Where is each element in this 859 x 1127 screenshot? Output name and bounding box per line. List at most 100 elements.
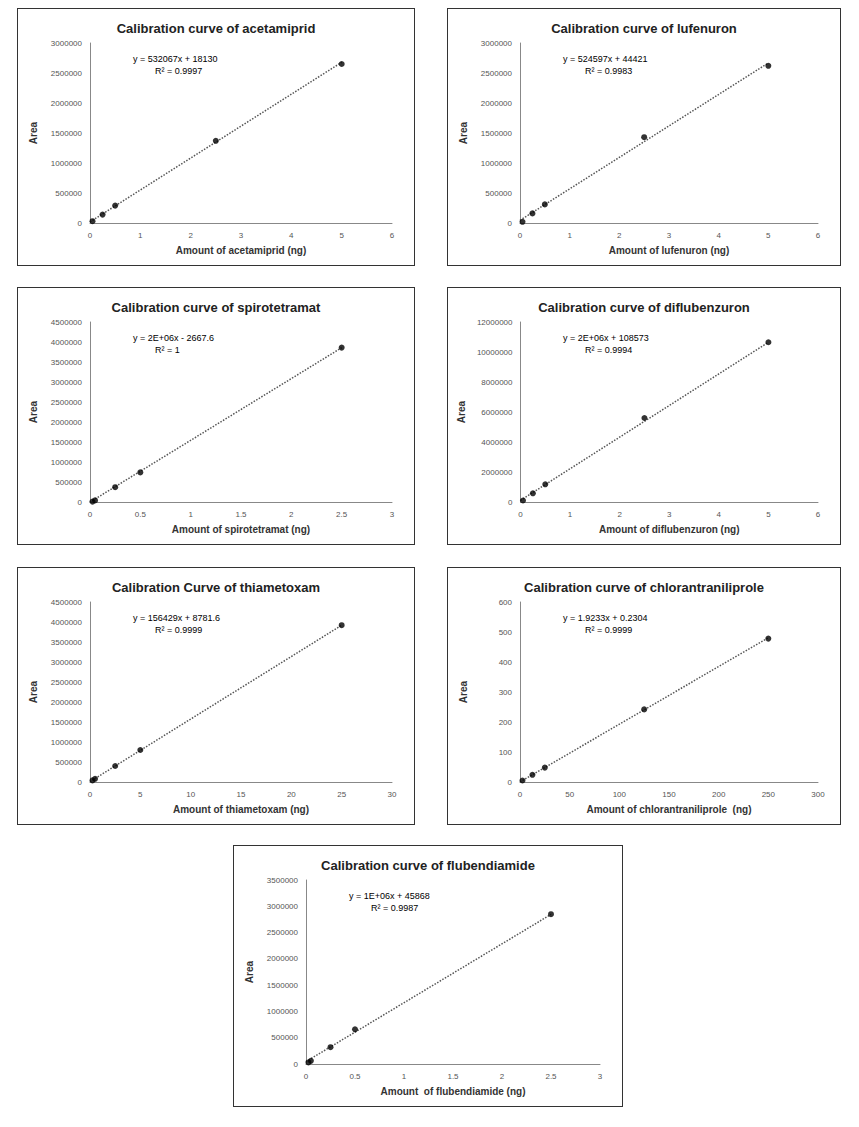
svg-text:4: 4 [717,510,722,519]
svg-text:2: 2 [188,231,193,240]
svg-text:6: 6 [390,231,395,240]
svg-text:2.5: 2.5 [336,510,348,519]
svg-text:Area: Area [28,400,39,423]
svg-text:1000000: 1000000 [51,159,83,168]
svg-text:Amount of acetamiprid (ng): Amount of acetamiprid (ng) [176,245,307,256]
svg-text:600: 600 [499,598,513,607]
svg-text:Amount of spirotetramat (ng): Amount of spirotetramat (ng) [172,524,310,535]
svg-text:R² = 0.9997: R² = 0.9997 [155,66,202,76]
svg-text:3500000: 3500000 [267,876,299,885]
svg-text:2500000: 2500000 [51,398,83,407]
svg-text:Amount of flubendiamide (ng): Amount of flubendiamide (ng) [381,1086,526,1097]
svg-text:R² = 0.9999: R² = 0.9999 [585,625,632,635]
svg-text:6: 6 [816,231,821,240]
svg-text:R² = 0.9994: R² = 0.9994 [585,345,632,355]
svg-text:3: 3 [667,510,672,519]
svg-text:200: 200 [499,718,513,727]
svg-text:5: 5 [138,790,143,799]
svg-text:4500000: 4500000 [51,598,83,607]
svg-text:10: 10 [186,790,195,799]
svg-text:1.5: 1.5 [235,510,247,519]
svg-text:3: 3 [598,1072,603,1081]
svg-text:1000000: 1000000 [267,1007,299,1016]
svg-text:6000000: 6000000 [481,408,513,417]
svg-text:15: 15 [237,790,246,799]
svg-text:Amount of lufenuron (ng): Amount of lufenuron (ng) [609,245,730,256]
svg-text:5: 5 [766,510,771,519]
svg-text:y = 524597x + 44421: y = 524597x + 44421 [563,54,648,64]
svg-text:500000: 500000 [55,758,82,767]
svg-text:R² = 0.9983: R² = 0.9983 [585,66,632,76]
svg-text:4: 4 [716,231,721,240]
svg-text:0: 0 [518,510,523,519]
svg-text:y = 2E+06x - 2667.6: y = 2E+06x - 2667.6 [133,333,214,343]
svg-text:2000000: 2000000 [51,99,83,108]
svg-text:3000000: 3000000 [267,902,299,911]
svg-text:50: 50 [565,790,574,799]
svg-text:y = 156429x + 8781.6: y = 156429x + 8781.6 [133,613,220,623]
svg-text:0: 0 [88,790,93,799]
svg-text:4000000: 4000000 [51,338,83,347]
svg-text:0: 0 [78,778,83,787]
svg-text:Calibration curve of diflubenz: Calibration curve of diflubenzuron [538,300,750,315]
svg-text:Amount of chlorantraniliprole: Amount of chlorantraniliprole (ng) [587,804,752,815]
svg-text:2: 2 [617,510,622,519]
svg-text:2000000: 2000000 [481,468,513,477]
svg-text:1500000: 1500000 [51,718,83,727]
svg-text:3000000: 3000000 [481,39,513,48]
svg-text:Area: Area [28,121,39,144]
svg-text:1: 1 [568,510,573,519]
svg-text:2: 2 [617,231,622,240]
svg-text:2: 2 [289,510,294,519]
svg-text:1000000: 1000000 [51,738,83,747]
svg-text:0: 0 [88,231,93,240]
svg-text:400: 400 [499,658,513,667]
svg-text:500000: 500000 [271,1033,298,1042]
svg-text:Calibration curve of acetamipr: Calibration curve of acetamiprid [117,21,316,36]
svg-text:0: 0 [518,790,523,799]
svg-text:5: 5 [339,231,344,240]
svg-text:2500000: 2500000 [267,928,299,937]
svg-text:y = 1.9233x + 0.2304: y = 1.9233x + 0.2304 [563,613,648,623]
svg-text:2000000: 2000000 [51,698,83,707]
svg-text:1: 1 [567,231,572,240]
svg-text:Amount of thiametoxam (ng): Amount of thiametoxam (ng) [173,804,309,815]
svg-text:20: 20 [287,790,296,799]
svg-text:1500000: 1500000 [51,129,83,138]
svg-text:10000000: 10000000 [477,348,513,357]
svg-text:Area: Area [458,121,469,144]
svg-text:500000: 500000 [55,189,82,198]
svg-text:0: 0 [508,498,513,507]
svg-text:1500000: 1500000 [481,129,513,138]
svg-text:4500000: 4500000 [51,318,83,327]
svg-text:3000000: 3000000 [51,658,83,667]
svg-text:0: 0 [508,219,513,228]
svg-text:250: 250 [762,790,776,799]
svg-text:y = 532067x + 18130: y = 532067x + 18130 [133,54,218,64]
svg-text:1500000: 1500000 [267,981,299,990]
svg-text:30: 30 [388,790,397,799]
svg-text:0: 0 [508,778,513,787]
svg-text:1000000: 1000000 [481,159,513,168]
svg-text:2000000: 2000000 [267,954,299,963]
svg-text:200: 200 [712,790,726,799]
svg-text:500000: 500000 [55,478,82,487]
svg-text:Area: Area [28,680,39,703]
svg-text:Area: Area [458,680,469,703]
svg-text:100: 100 [499,748,513,757]
svg-text:3000000: 3000000 [51,378,83,387]
svg-text:5: 5 [766,231,771,240]
svg-text:0: 0 [304,1072,309,1081]
svg-text:0: 0 [88,510,93,519]
svg-text:1000000: 1000000 [51,458,83,467]
svg-text:0.5: 0.5 [135,510,147,519]
svg-text:2000000: 2000000 [481,99,513,108]
svg-text:2500000: 2500000 [51,69,83,78]
svg-text:1500000: 1500000 [51,438,83,447]
svg-text:4000000: 4000000 [481,438,513,447]
svg-text:500: 500 [499,628,513,637]
svg-text:1: 1 [402,1072,407,1081]
svg-text:300: 300 [811,790,825,799]
svg-text:0: 0 [78,219,83,228]
svg-text:0.5: 0.5 [349,1072,361,1081]
